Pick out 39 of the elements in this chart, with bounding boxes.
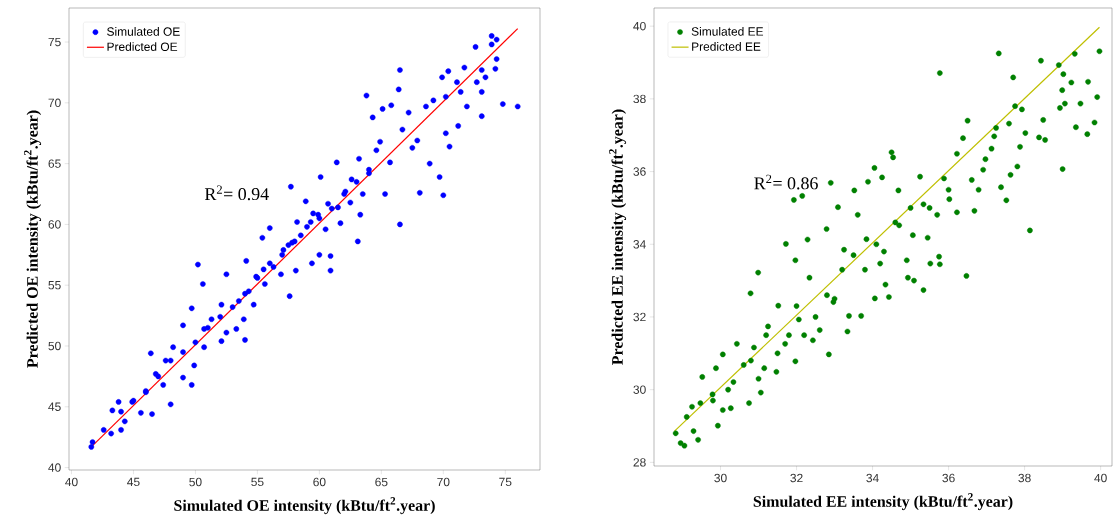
y-tick-label: 38	[633, 94, 646, 104]
y-tick-label: 55	[48, 281, 61, 290]
y-tick-label: 60	[48, 220, 61, 229]
x-tick-label: 60	[313, 477, 326, 487]
annotation: R$^{2}$= 0.86	[754, 174, 818, 190]
x-tick-label: 36	[942, 473, 955, 483]
x-tick-label: 40	[65, 477, 78, 487]
legend-label: Simulated EE	[691, 26, 764, 36]
y-axis-title: Predicted EE intensity (kBtu/ft$^{2}$.year)	[609, 109, 627, 365]
y-tick-label: 45	[48, 402, 61, 411]
legend-label: Predicted OE	[107, 42, 178, 51]
y-tick-label: 40	[633, 21, 646, 31]
x-tick-label: 30	[714, 473, 727, 483]
y-axis-title: Predicted OE intensity (kBtu/ft$^{2}$.year)	[24, 110, 42, 368]
y-tick-label: 34	[633, 240, 646, 249]
y-tick-label: 30	[633, 385, 646, 394]
y-tick-label: 36	[633, 167, 646, 176]
x-axis-title: Simulated OE intensity (kBtu/ft$^{2}$.year)	[174, 497, 435, 515]
x-tick-label: 38	[1018, 473, 1031, 483]
y-tick-label: 50	[48, 341, 61, 351]
x-tick-label: 32	[790, 473, 803, 483]
x-tick-label: 55	[251, 477, 264, 487]
y-tick-label: 65	[48, 159, 61, 168]
x-tick-label: 45	[127, 477, 140, 487]
x-tick-label: 65	[375, 477, 388, 487]
x-tick-label: 34	[866, 473, 879, 483]
x-tick-label: 50	[189, 477, 202, 487]
x-axis-title: Simulated EE intensity (kBtu/ft$^{2}$.year)	[753, 493, 1013, 511]
legend-label: Predicted EE	[692, 42, 761, 51]
y-tick-label: 70	[48, 98, 61, 108]
y-tick-label: 32	[633, 312, 646, 322]
legend-label: Simulated OE	[107, 27, 180, 36]
y-tick-label: 28	[633, 458, 646, 467]
x-tick-label: 70	[437, 477, 450, 487]
y-tick-label: 75	[48, 37, 61, 47]
y-tick-label: 40	[48, 463, 61, 472]
annotation: R$^{2}$= 0.94	[204, 185, 269, 201]
x-tick-label: 75	[499, 477, 512, 487]
x-tick-label: 40	[1094, 473, 1107, 483]
